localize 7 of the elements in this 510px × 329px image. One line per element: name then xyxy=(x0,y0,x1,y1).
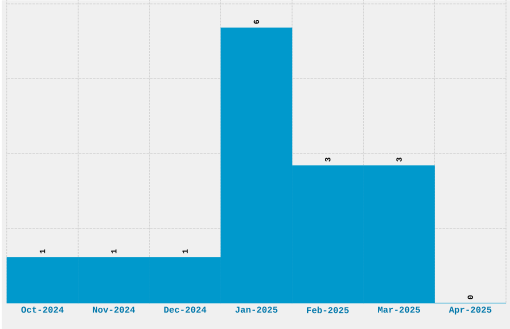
x-tick-label: Nov-2024 xyxy=(92,306,135,313)
x-tick-label: Feb-2025 xyxy=(307,306,349,314)
x-tick-label: Mar-2025 xyxy=(378,306,420,313)
x-tick-label: Apr-2025 xyxy=(448,306,492,314)
x-tick-label: Jan-2025 xyxy=(235,306,278,313)
x-tick-label: Dec-2024 xyxy=(164,306,206,313)
x-tick-label: Oct-2024 xyxy=(21,306,64,313)
